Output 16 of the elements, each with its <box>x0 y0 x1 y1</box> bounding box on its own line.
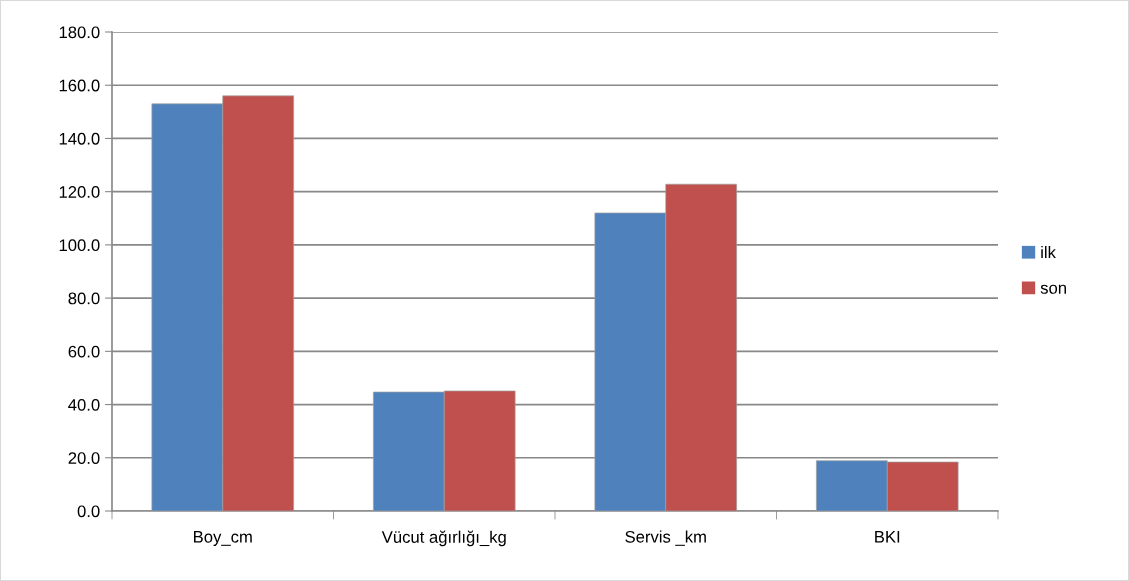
y-tick-label: 80.0 <box>68 292 100 305</box>
x-tick-label: Servis _km <box>625 530 706 546</box>
y-tick-label: 60.0 <box>68 345 100 358</box>
y-tick-label: 140.0 <box>59 132 100 145</box>
y-tick-label: 40.0 <box>68 398 100 411</box>
x-tick-label: BKI <box>875 531 900 543</box>
y-tick-label: 120.0 <box>59 186 100 198</box>
legend-label: son <box>1040 284 1066 294</box>
y-tick-label: 160.0 <box>59 79 100 92</box>
x-tick-label: Boy_cm <box>194 531 252 546</box>
y-tick-label: 0.0 <box>77 505 100 518</box>
x-tick-label: Vücut ağırlığı_kg <box>381 530 506 547</box>
y-tick-label: 180.0 <box>59 26 100 39</box>
y-tick-label: 20.0 <box>68 452 100 464</box>
y-tick-label: 100.0 <box>59 239 100 252</box>
legend-label: ilk <box>1041 245 1056 259</box>
